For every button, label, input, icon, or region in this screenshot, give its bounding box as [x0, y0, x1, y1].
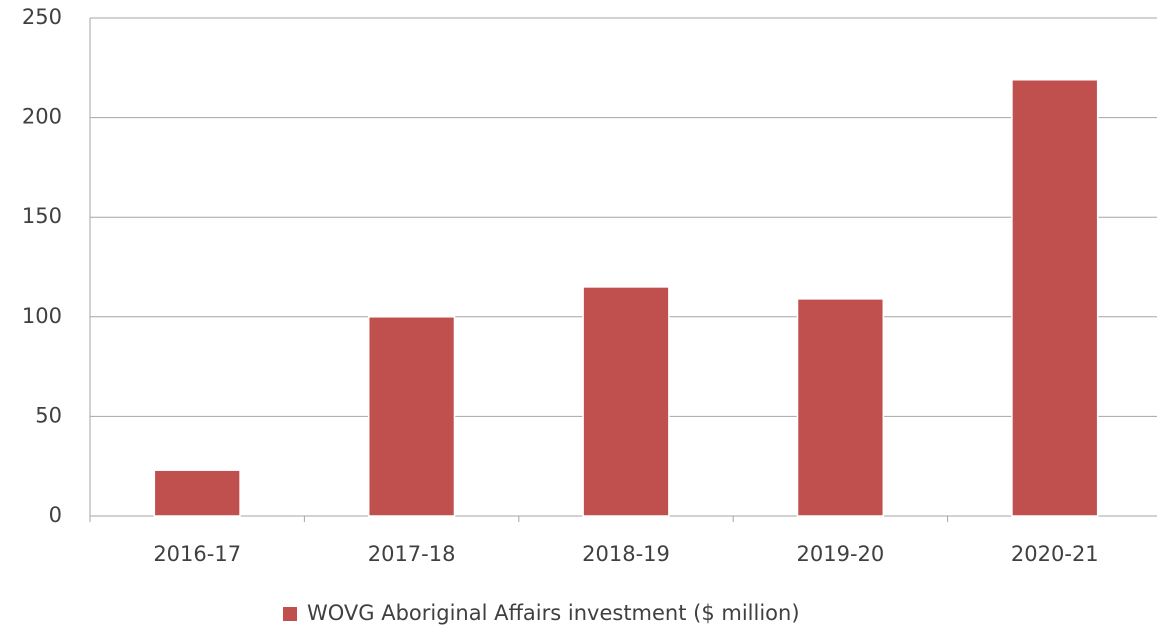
y-tick-label: 0 — [49, 503, 62, 527]
y-tick-label: 250 — [22, 5, 62, 29]
x-tick-label: 2017-18 — [368, 542, 456, 566]
y-tick-label: 150 — [22, 204, 62, 228]
y-tick-label: 100 — [22, 304, 62, 328]
x-tick-label: 2018-19 — [582, 542, 670, 566]
x-tick-label: 2020-21 — [1011, 542, 1099, 566]
bar — [1011, 79, 1099, 517]
bar — [796, 298, 885, 517]
y-tick-label: 200 — [22, 105, 62, 129]
bar — [153, 469, 241, 517]
bar — [582, 286, 670, 517]
x-tick-label: 2019-20 — [797, 542, 885, 566]
y-tick-label: 50 — [35, 403, 62, 427]
legend-label: WOVG Aboriginal Affairs investment ($ mi… — [307, 601, 800, 625]
bar — [367, 316, 456, 517]
legend-swatch — [283, 607, 297, 621]
x-tick-label: 2016-17 — [153, 542, 241, 566]
